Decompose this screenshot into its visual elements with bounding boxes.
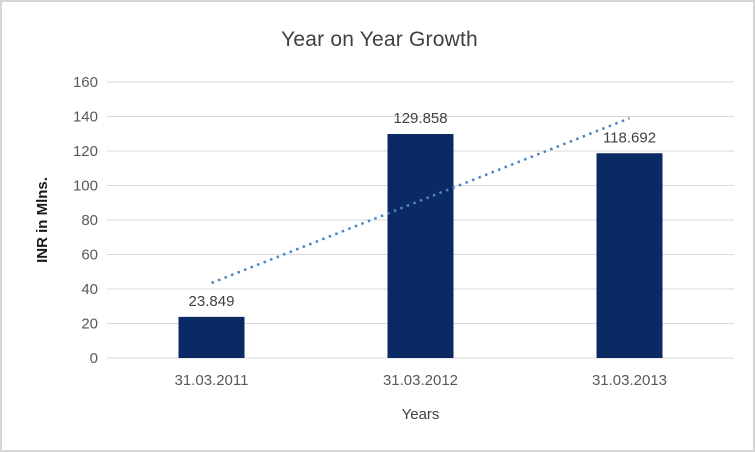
- bar-value-label: 23.849: [189, 293, 235, 310]
- x-tick-label: 31.03.2013: [592, 372, 667, 389]
- y-tick-label: 60: [81, 247, 98, 264]
- y-tick-label: 40: [81, 281, 98, 298]
- chart-title: Year on Year Growth: [281, 28, 478, 51]
- bar: [596, 153, 663, 358]
- y-tick-label: 0: [90, 350, 98, 367]
- x-tick-label: 31.03.2011: [175, 372, 249, 389]
- y-tick-label: 80: [81, 212, 98, 229]
- y-tick-label: 100: [73, 178, 98, 195]
- trendline: [211, 117, 630, 285]
- x-axis-title: Years: [401, 406, 440, 423]
- bar: [178, 316, 245, 358]
- y-tick-label: 160: [73, 74, 98, 91]
- x-tick-label: 31.03.2012: [383, 372, 458, 389]
- y-tick-label: 140: [73, 109, 98, 126]
- y-tick-label: 120: [73, 143, 98, 160]
- bar: [387, 133, 454, 358]
- y-tick-label: 20: [81, 316, 98, 333]
- bar-value-label: 118.692: [603, 129, 656, 146]
- bar-value-label: 129.858: [393, 110, 447, 127]
